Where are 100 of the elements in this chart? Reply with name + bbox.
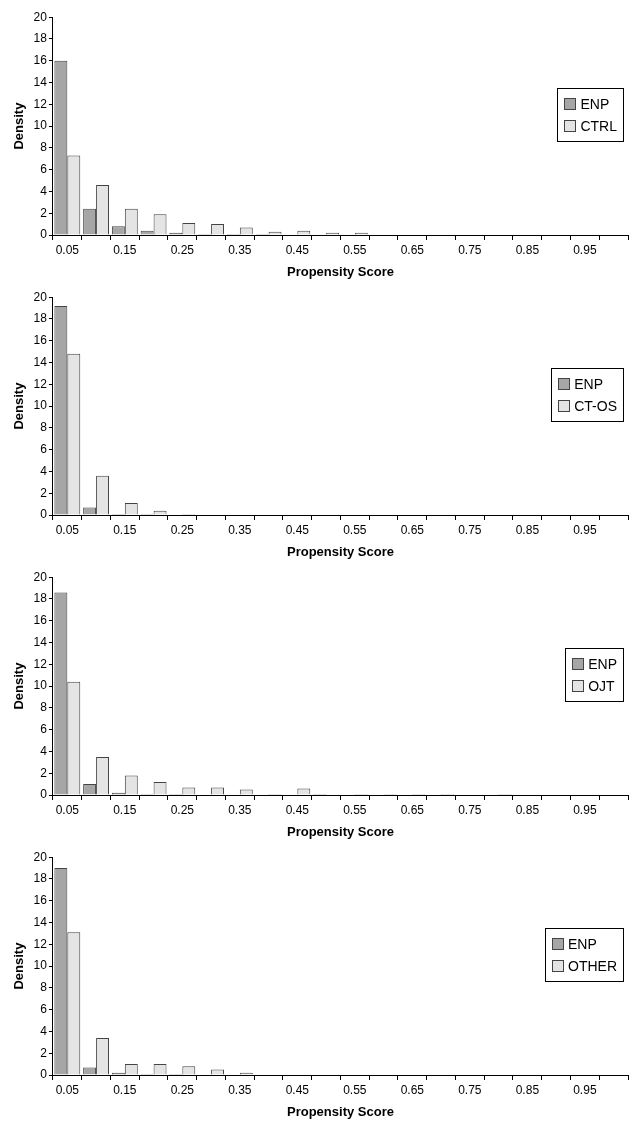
y-tick-label: 4 bbox=[40, 463, 48, 478]
y-axis-title: Density bbox=[11, 381, 27, 430]
x-tick-label: 0.35 bbox=[228, 242, 252, 257]
x-tick-label: 0.45 bbox=[285, 242, 310, 257]
y-axis-title: Density bbox=[11, 661, 27, 710]
y-tick-label: 18 bbox=[33, 311, 48, 326]
x-tick-label: 0.65 bbox=[400, 802, 425, 817]
x-tick-label: 0.35 bbox=[228, 522, 252, 537]
y-tick-label: 2 bbox=[40, 765, 48, 780]
legend-label: ENP bbox=[574, 375, 604, 394]
y-tick-label: 14 bbox=[33, 354, 48, 369]
y-tick-label: 2 bbox=[40, 1045, 48, 1060]
y-tick-label: 12 bbox=[33, 96, 48, 111]
x-tick-label: 0.45 bbox=[285, 522, 310, 537]
x-tick-label: 0.45 bbox=[285, 802, 310, 817]
y-tick-label: 16 bbox=[33, 333, 48, 348]
y-tick-label: 16 bbox=[33, 53, 48, 68]
y-tick-label: 4 bbox=[40, 1023, 48, 1038]
y-tick-label: 8 bbox=[40, 700, 48, 715]
x-tick-label: 0.05 bbox=[55, 242, 80, 257]
x-axis-title: Propensity Score bbox=[287, 263, 394, 279]
x-tick-label: 0.95 bbox=[573, 242, 597, 257]
x-tick-label: 0.65 bbox=[400, 522, 425, 537]
x-tick-label: 0.05 bbox=[55, 522, 80, 537]
y-tick-label: 2 bbox=[40, 205, 48, 220]
y-tick-label: 10 bbox=[33, 398, 48, 413]
x-tick-label: 0.55 bbox=[343, 802, 367, 817]
x-tick-label: 0.95 bbox=[573, 522, 597, 537]
y-tick-label: 12 bbox=[33, 656, 48, 671]
legend-label: CT-OS bbox=[574, 397, 617, 416]
legend-label: OTHER bbox=[568, 957, 617, 976]
x-tick-label: 0.25 bbox=[170, 242, 195, 257]
x-tick-label: 0.15 bbox=[113, 1082, 137, 1097]
x-tick-label: 0.55 bbox=[343, 522, 367, 537]
x-tick-label: 0.65 bbox=[400, 242, 425, 257]
x-tick-label: 0.75 bbox=[458, 1082, 482, 1097]
x-tick-label: 0.75 bbox=[458, 522, 482, 537]
legend-label: OJT bbox=[588, 677, 615, 696]
x-tick-label: 0.85 bbox=[515, 522, 540, 537]
y-tick-label: 14 bbox=[33, 634, 48, 649]
y-tick-label: 14 bbox=[33, 74, 48, 89]
y-tick-label: 12 bbox=[33, 936, 48, 951]
x-tick-label: 0.55 bbox=[343, 242, 367, 257]
x-axis-title: Propensity Score bbox=[287, 823, 394, 839]
x-tick-label: 0.25 bbox=[170, 1082, 195, 1097]
y-tick-label: 8 bbox=[40, 980, 48, 995]
x-tick-label: 0.15 bbox=[113, 522, 137, 537]
y-tick-label: 18 bbox=[33, 871, 48, 886]
x-tick-label: 0.75 bbox=[458, 802, 482, 817]
y-tick-label: 8 bbox=[40, 420, 48, 435]
x-tick-label: 0.85 bbox=[515, 1082, 540, 1097]
legend-label: ENP bbox=[588, 655, 617, 674]
x-axis-title: Propensity Score bbox=[287, 543, 394, 559]
y-tick-label: 0 bbox=[40, 1067, 48, 1082]
legend-label: ENP bbox=[568, 935, 597, 954]
y-tick-label: 12 bbox=[33, 376, 48, 391]
legend-label: CTRL bbox=[580, 117, 617, 136]
x-tick-label: 0.35 bbox=[228, 802, 252, 817]
y-tick-label: 10 bbox=[33, 958, 48, 973]
y-tick-label: 6 bbox=[40, 161, 48, 176]
x-tick-label: 0.95 bbox=[573, 802, 597, 817]
y-tick-label: 0 bbox=[40, 507, 48, 522]
y-tick-label: 2 bbox=[40, 485, 48, 500]
y-tick-label: 20 bbox=[33, 289, 48, 304]
x-tick-label: 0.05 bbox=[55, 1082, 80, 1097]
x-tick-label: 0.55 bbox=[343, 1082, 367, 1097]
legend-label: ENP bbox=[580, 95, 610, 114]
y-tick-label: 18 bbox=[33, 31, 48, 46]
x-tick-label: 0.25 bbox=[170, 522, 195, 537]
y-tick-label: 10 bbox=[33, 118, 48, 133]
x-tick-label: 0.65 bbox=[400, 1082, 425, 1097]
x-tick-label: 0.75 bbox=[458, 242, 482, 257]
x-tick-label: 0.45 bbox=[285, 1082, 310, 1097]
y-tick-label: 0 bbox=[40, 787, 48, 802]
y-tick-label: 6 bbox=[40, 441, 48, 456]
y-axis-title: Density bbox=[11, 941, 27, 990]
x-tick-label: 0.15 bbox=[113, 242, 137, 257]
y-tick-label: 16 bbox=[33, 613, 48, 628]
x-tick-label: 0.95 bbox=[573, 1082, 597, 1097]
y-axis-title: Density bbox=[11, 101, 27, 150]
x-axis-title: Propensity Score bbox=[287, 1103, 394, 1119]
x-tick-label: 0.05 bbox=[55, 802, 80, 817]
y-tick-label: 6 bbox=[40, 721, 48, 736]
x-tick-label: 0.15 bbox=[113, 802, 137, 817]
y-tick-label: 20 bbox=[33, 569, 48, 584]
x-tick-label: 0.85 bbox=[515, 802, 540, 817]
y-tick-label: 4 bbox=[40, 743, 48, 758]
y-tick-label: 4 bbox=[40, 183, 48, 198]
y-tick-label: 18 bbox=[33, 591, 48, 606]
y-tick-label: 20 bbox=[33, 9, 48, 24]
y-tick-label: 10 bbox=[33, 678, 48, 693]
x-tick-label: 0.25 bbox=[170, 802, 195, 817]
y-tick-label: 6 bbox=[40, 1001, 48, 1016]
y-tick-label: 14 bbox=[33, 914, 48, 929]
y-tick-label: 8 bbox=[40, 140, 48, 155]
y-tick-label: 0 bbox=[40, 227, 48, 242]
y-tick-label: 20 bbox=[33, 849, 48, 864]
x-tick-label: 0.35 bbox=[228, 1082, 252, 1097]
y-tick-label: 16 bbox=[33, 893, 48, 908]
x-tick-label: 0.85 bbox=[515, 242, 540, 257]
